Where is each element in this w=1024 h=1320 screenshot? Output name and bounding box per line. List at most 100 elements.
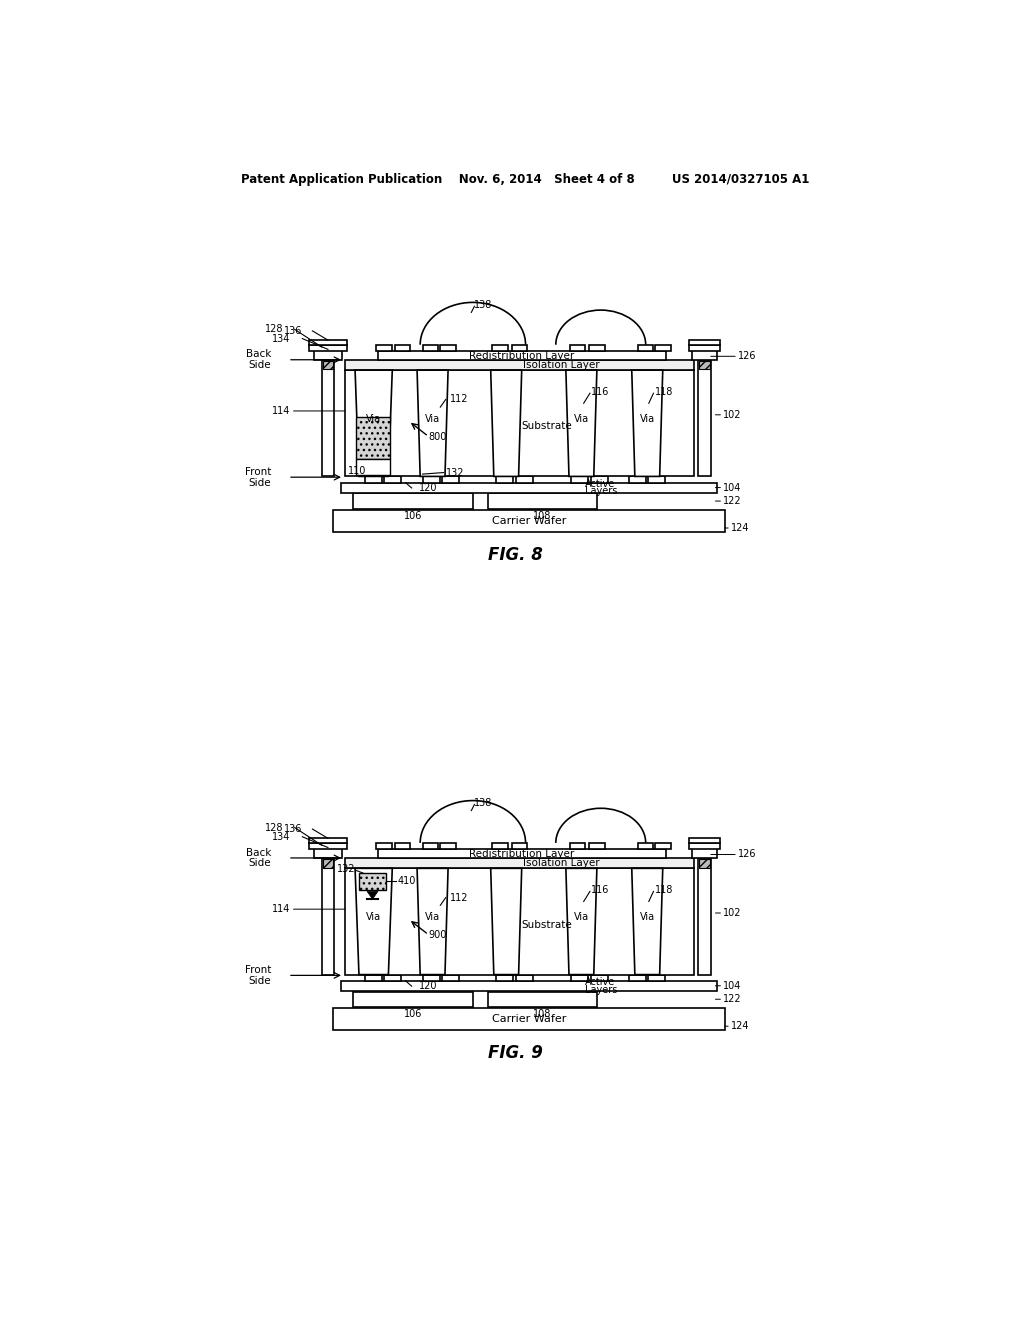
Bar: [692, 847, 717, 858]
Text: 124: 124: [725, 1022, 750, 1031]
Text: Via: Via: [425, 912, 440, 921]
Text: Carrier Wafer: Carrier Wafer: [492, 1014, 566, 1024]
Text: Via: Via: [573, 912, 589, 921]
Text: 800: 800: [429, 432, 447, 442]
Bar: [356, 417, 390, 459]
Text: FIG. 9: FIG. 9: [488, 1044, 543, 1063]
Bar: [440, 345, 456, 351]
Bar: [629, 477, 646, 483]
Text: 112: 112: [451, 892, 469, 903]
Bar: [334, 511, 725, 532]
Text: 136: 136: [284, 326, 302, 335]
Text: 134: 134: [272, 334, 291, 343]
Text: 132: 132: [337, 865, 355, 874]
Bar: [384, 974, 400, 981]
Polygon shape: [490, 869, 521, 974]
Text: Back: Back: [246, 350, 271, 359]
Bar: [442, 477, 459, 483]
Text: FIG. 8: FIG. 8: [488, 546, 543, 564]
Bar: [341, 483, 717, 492]
Bar: [589, 843, 604, 849]
Polygon shape: [417, 869, 449, 974]
Text: 138: 138: [474, 300, 493, 310]
Bar: [359, 873, 386, 890]
Polygon shape: [355, 370, 392, 477]
Polygon shape: [632, 370, 663, 477]
Bar: [423, 843, 438, 849]
Text: Via: Via: [425, 413, 440, 424]
Bar: [376, 345, 391, 351]
Bar: [629, 974, 646, 981]
Bar: [692, 350, 717, 360]
Bar: [423, 974, 439, 981]
Bar: [334, 1008, 725, 1030]
Bar: [591, 477, 607, 483]
Bar: [442, 974, 459, 981]
Bar: [488, 991, 597, 1007]
Bar: [376, 843, 391, 849]
Text: 124: 124: [725, 523, 750, 533]
Text: Layers: Layers: [586, 985, 617, 994]
Text: 900: 900: [429, 931, 447, 940]
Text: 134: 134: [272, 832, 291, 842]
Text: Active: Active: [586, 977, 615, 987]
Bar: [655, 843, 671, 849]
Polygon shape: [566, 869, 597, 974]
Text: 120: 120: [419, 483, 437, 492]
Text: 118: 118: [655, 387, 674, 397]
Text: 104: 104: [716, 981, 741, 991]
Text: 108: 108: [534, 1008, 552, 1019]
Bar: [569, 843, 586, 849]
Text: 110: 110: [348, 466, 367, 477]
Bar: [512, 345, 527, 351]
Text: Layers: Layers: [586, 487, 617, 496]
Text: Front: Front: [245, 467, 271, 477]
Text: Back: Back: [246, 847, 271, 858]
Bar: [699, 859, 710, 867]
Polygon shape: [566, 370, 597, 477]
Text: Redistribution Layer: Redistribution Layer: [469, 351, 574, 360]
Bar: [493, 345, 508, 351]
Bar: [496, 974, 513, 981]
Bar: [638, 345, 653, 351]
Bar: [314, 847, 342, 858]
Text: Carrier Wafer: Carrier Wafer: [492, 516, 566, 527]
Bar: [655, 345, 671, 351]
Text: 116: 116: [592, 387, 610, 397]
Text: Via: Via: [640, 912, 654, 921]
Text: 126: 126: [711, 850, 757, 859]
Text: Via: Via: [573, 413, 589, 424]
Bar: [322, 858, 334, 974]
Bar: [341, 981, 717, 991]
Text: 128: 128: [264, 822, 283, 833]
Text: Isolation Layer: Isolation Layer: [523, 360, 599, 370]
Bar: [515, 974, 532, 981]
Bar: [638, 843, 653, 849]
Text: Via: Via: [367, 912, 381, 921]
Bar: [571, 477, 589, 483]
Text: Side: Side: [249, 975, 271, 986]
Text: 116: 116: [592, 884, 610, 895]
Polygon shape: [490, 370, 521, 477]
Text: Via: Via: [367, 413, 381, 424]
Text: Side: Side: [249, 478, 271, 487]
Text: 122: 122: [716, 994, 741, 1005]
Bar: [698, 360, 711, 477]
Bar: [423, 345, 438, 351]
Bar: [423, 477, 439, 483]
Text: 102: 102: [716, 409, 741, 420]
Bar: [345, 869, 693, 974]
Text: 122: 122: [716, 496, 741, 506]
Bar: [571, 974, 589, 981]
Text: Isolation Layer: Isolation Layer: [523, 858, 599, 869]
Text: 104: 104: [716, 483, 741, 492]
Bar: [352, 494, 473, 508]
Polygon shape: [632, 869, 663, 974]
Polygon shape: [355, 869, 392, 974]
Text: 114: 114: [272, 407, 345, 416]
Bar: [345, 360, 693, 370]
Bar: [648, 477, 665, 483]
Bar: [366, 477, 382, 483]
Text: 136: 136: [284, 824, 302, 834]
Bar: [496, 477, 513, 483]
